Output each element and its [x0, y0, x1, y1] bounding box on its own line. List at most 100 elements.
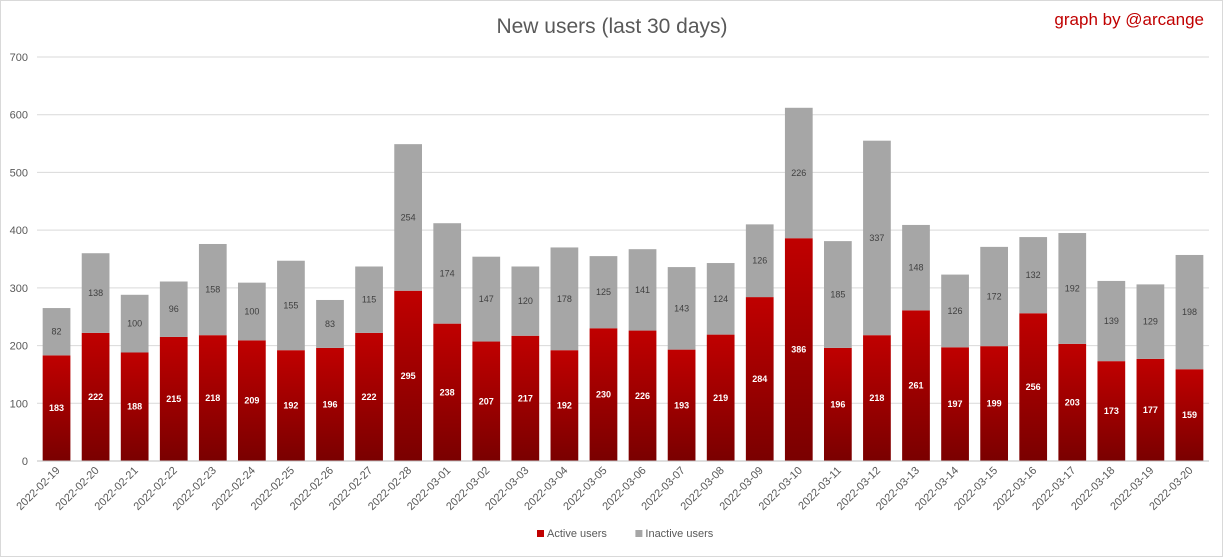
data-label-inactive: 254 — [401, 212, 416, 222]
bar-inactive-users — [745, 224, 774, 298]
data-label-active: 261 — [908, 381, 923, 391]
data-label-active: 209 — [244, 396, 259, 406]
bar-inactive-users — [706, 263, 735, 335]
bar-active-users — [394, 290, 423, 461]
data-label-inactive: 124 — [713, 294, 728, 304]
data-label-inactive: 120 — [518, 296, 533, 306]
bar-inactive-users — [355, 266, 383, 333]
data-label-inactive: 100 — [244, 307, 259, 317]
data-label-inactive: 138 — [88, 288, 103, 298]
data-label-active: 196 — [830, 399, 845, 409]
data-label-inactive: 337 — [869, 233, 884, 243]
y-tick-label: 700 — [10, 52, 28, 64]
data-label-inactive: 185 — [830, 289, 845, 299]
bar-inactive-users — [277, 260, 305, 351]
bar-active-users — [1175, 369, 1204, 461]
data-label-inactive: 139 — [1104, 316, 1119, 326]
data-label-inactive: 126 — [948, 306, 963, 316]
data-label-inactive: 126 — [752, 256, 767, 266]
y-tick-label: 400 — [10, 225, 28, 237]
data-label-active: 207 — [479, 396, 494, 406]
bar-active-users — [745, 297, 774, 461]
data-label-inactive: 82 — [52, 327, 62, 337]
data-label-inactive: 129 — [1143, 317, 1158, 327]
bar-active-users — [1058, 343, 1087, 461]
bar-inactive-users — [159, 281, 188, 337]
data-label-active: 222 — [88, 392, 103, 402]
data-label-active: 295 — [401, 371, 416, 381]
data-label-active: 217 — [518, 393, 533, 403]
bar-active-users — [355, 332, 383, 461]
y-tick-label: 0 — [22, 456, 28, 468]
bar-active-users — [628, 330, 657, 461]
data-label-active: 188 — [127, 402, 142, 412]
data-label-active: 193 — [674, 400, 689, 410]
bar-inactive-users — [1097, 280, 1126, 362]
bar-inactive-users — [1136, 284, 1165, 359]
bar-active-users — [902, 310, 930, 461]
bar-inactive-users — [511, 266, 540, 336]
bar-inactive-users — [902, 224, 930, 311]
data-label-active: 183 — [49, 403, 64, 413]
data-label-active: 222 — [362, 392, 377, 402]
bar-active-users — [433, 323, 462, 461]
data-label-active: 196 — [322, 399, 337, 409]
data-label-inactive: 174 — [440, 268, 455, 278]
legend-swatch — [537, 530, 544, 537]
bar-inactive-users — [198, 243, 227, 336]
data-label-inactive: 198 — [1182, 307, 1197, 317]
bar-inactive-users — [589, 256, 618, 329]
data-label-active: 203 — [1065, 397, 1080, 407]
bar-inactive-users — [667, 267, 696, 350]
bar-active-users — [42, 355, 71, 461]
bar-inactive-users — [120, 294, 149, 353]
data-label-active: 218 — [869, 393, 884, 403]
data-label-active: 159 — [1182, 410, 1197, 420]
data-label-active: 192 — [557, 401, 572, 411]
bar-inactive-users — [1175, 254, 1204, 370]
bar-active-users — [784, 238, 813, 461]
bar-inactive-users — [823, 241, 852, 348]
bar-inactive-users — [237, 282, 266, 341]
bar-active-users — [120, 352, 149, 461]
y-tick-label: 500 — [10, 167, 28, 179]
bar-inactive-users — [980, 246, 1009, 347]
bars — [42, 107, 1204, 461]
data-label-inactive: 132 — [1026, 270, 1041, 280]
data-label-active: 192 — [283, 401, 298, 411]
bar-active-users — [511, 335, 540, 461]
data-label-active: 215 — [166, 394, 181, 404]
data-label-active: 197 — [948, 399, 963, 409]
data-label-active: 173 — [1104, 406, 1119, 416]
bar-active-users — [81, 332, 110, 461]
data-label-inactive: 147 — [479, 294, 494, 304]
chart-title: New users (last 30 days) — [496, 15, 727, 38]
bar-active-users — [1136, 358, 1165, 461]
data-label-inactive: 226 — [791, 168, 806, 178]
legend-label: Inactive users — [645, 528, 713, 540]
bar-inactive-users — [42, 308, 71, 356]
bar-inactive-users — [784, 107, 813, 239]
bar-inactive-users — [394, 144, 423, 291]
data-label-active: 284 — [752, 374, 767, 384]
bar-active-users — [823, 347, 852, 461]
data-label-active: 219 — [713, 393, 728, 403]
bar-active-users — [198, 335, 227, 461]
y-axis: 0 100 200 300 400 500 600 700 — [10, 52, 28, 468]
bar-inactive-users — [433, 223, 462, 324]
data-label-active: 238 — [440, 387, 455, 397]
data-label-active: 256 — [1026, 382, 1041, 392]
data-label-inactive: 125 — [596, 287, 611, 297]
bar-active-users — [277, 350, 305, 461]
data-label-active: 218 — [205, 393, 220, 403]
gridlines — [37, 56, 1209, 404]
data-label-inactive: 96 — [169, 304, 179, 314]
bar-inactive-users — [941, 274, 969, 348]
data-label-active: 199 — [987, 399, 1002, 409]
bar-active-users — [159, 336, 188, 461]
bar-inactive-users — [472, 256, 501, 342]
bar-inactive-users — [863, 140, 891, 336]
bar-active-users — [667, 349, 696, 461]
bar-active-users — [1097, 361, 1126, 461]
